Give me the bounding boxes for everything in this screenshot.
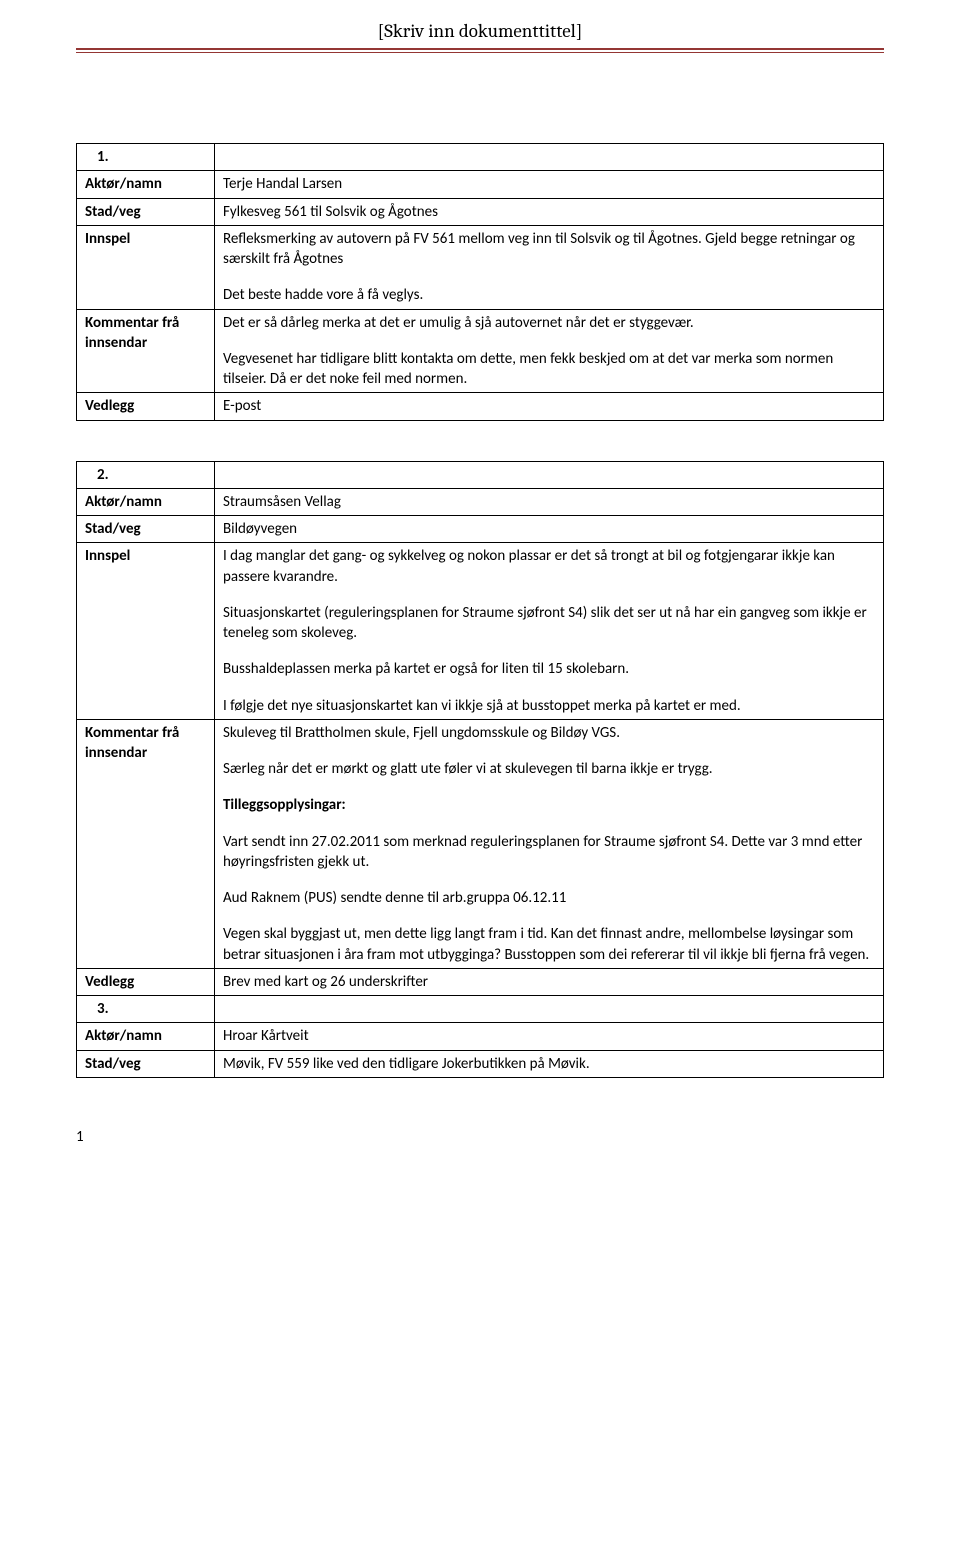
table-row: InnspelRefleksmerking av autovern på FV … <box>77 225 884 309</box>
row-label: Aktør/namn <box>77 488 215 515</box>
entry-table: 2.Aktør/namnStraumsåsen VellagStad/vegBi… <box>76 461 884 1078</box>
entry-table: 1.Aktør/namn Terje Handal Larsen Stad/veg F… <box>76 143 884 421</box>
empty-cell <box>215 144 884 171</box>
row-content: E-post <box>215 393 884 420</box>
row-content: Bildøyvegen <box>215 516 884 543</box>
text-paragraph: Hroar Kårtveit <box>223 1026 875 1046</box>
row-label: Kommentar frå innsendar <box>77 309 215 393</box>
table-row: Aktør/namn Terje Handal Larsen <box>77 171 884 198</box>
text-paragraph: Vegvesenet har tidligare blitt kontakta … <box>223 349 875 390</box>
text-paragraph: Tilleggsopplysingar: <box>223 795 875 815</box>
document-header: [Skriv inn dokumenttittel] <box>76 20 884 48</box>
table-row: InnspelI dag manglar det gang- og sykkel… <box>77 543 884 720</box>
page-number: 1 <box>76 1128 884 1146</box>
text-paragraph: I følgje det nye situasjonskartet kan vi… <box>223 696 875 716</box>
row-label: Stad/veg <box>77 1050 215 1077</box>
text-paragraph: Straumsåsen Vellag <box>223 492 875 512</box>
table-row: Kommentar frå innsendar Det er så dårleg … <box>77 309 884 393</box>
row-content: I dag manglar det gang- og sykkelveg og … <box>215 543 884 720</box>
row-content: Refleksmerking av autovern på FV 561 mel… <box>215 225 884 309</box>
text-paragraph: Det beste hadde vore å få veglys. <box>223 285 875 305</box>
row-label: Aktør/namn <box>77 171 215 198</box>
header-rule-thin <box>76 52 884 53</box>
row-label: Innspel <box>77 225 215 309</box>
row-label: Vedlegg <box>77 968 215 995</box>
text-paragraph: Bildøyvegen <box>223 519 875 539</box>
text-paragraph: Fylkesveg 561 til Solsvik og Ågotnes <box>223 202 875 222</box>
text-paragraph: Skuleveg til Brattholmen skule, Fjell un… <box>223 723 875 743</box>
text-paragraph: Busshaldeplassen merka på kartet er også… <box>223 659 875 679</box>
table-row: Stad/veg Fylkesveg 561 til Solsvik og Ågo… <box>77 198 884 225</box>
text-paragraph: Vart sendt inn 27.02.2011 som merknad re… <box>223 832 875 873</box>
table-row: Kommentar frå innsendar Skuleveg til Brat… <box>77 719 884 968</box>
text-paragraph: E-post <box>223 396 875 416</box>
row-content: Terje Handal Larsen <box>215 171 884 198</box>
entry-index: 1. <box>77 144 215 171</box>
text-paragraph: I dag manglar det gang- og sykkelveg og … <box>223 546 875 587</box>
text-paragraph: Brev med kart og 26 underskrifter <box>223 972 875 992</box>
table-heading-row: 3. <box>77 996 884 1023</box>
table-row: Vedlegg E-post <box>77 393 884 420</box>
content-area: 1.Aktør/namnTerje Handal LarsenStad/vegF… <box>76 143 884 1078</box>
table-row: Aktør/namn Hroar Kårtveit <box>77 1023 884 1050</box>
table-row: Aktør/namn Straumsåsen Vellag <box>77 488 884 515</box>
text-paragraph: Møvik, FV 559 like ved den tidligare Jok… <box>223 1054 875 1074</box>
row-label: Stad/veg <box>77 516 215 543</box>
entry-index: 2. <box>77 461 215 488</box>
row-content: Straumsåsen Vellag <box>215 488 884 515</box>
text-paragraph: Det er så dårleg merka at det er umulig … <box>223 313 875 333</box>
empty-cell <box>215 996 884 1023</box>
empty-cell <box>215 461 884 488</box>
header-rule-thick <box>76 48 884 50</box>
row-label: Stad/veg <box>77 198 215 225</box>
row-content: Brev med kart og 26 underskrifter <box>215 968 884 995</box>
text-paragraph: Vegen skal byggjast ut, men dette ligg l… <box>223 924 875 965</box>
table-row: Stad/veg Møvik, FV 559 like ved den tidli… <box>77 1050 884 1077</box>
text-paragraph: Situasjonskartet (reguleringsplanen for … <box>223 603 875 644</box>
text-paragraph: Aud Raknem (PUS) sendte denne til arb.gr… <box>223 888 875 908</box>
row-label: Kommentar frå innsendar <box>77 719 215 968</box>
row-label: Vedlegg <box>77 393 215 420</box>
row-content: Hroar Kårtveit <box>215 1023 884 1050</box>
table-row: Vedlegg Brev med kart og 26 underskrifter <box>77 968 884 995</box>
text-paragraph: Terje Handal Larsen <box>223 174 875 194</box>
text-paragraph: Særleg når det er mørkt og glatt ute føl… <box>223 759 875 779</box>
row-content: Skuleveg til Brattholmen skule, Fjell un… <box>215 719 884 968</box>
table-heading-row: 1. <box>77 144 884 171</box>
document-title-placeholder: [Skriv inn dokumenttittel] <box>378 20 583 42</box>
text-paragraph: Refleksmerking av autovern på FV 561 mel… <box>223 229 875 270</box>
entry-index: 3. <box>77 996 215 1023</box>
row-content: Det er så dårleg merka at det er umulig … <box>215 309 884 393</box>
row-content: Fylkesveg 561 til Solsvik og Ågotnes <box>215 198 884 225</box>
row-label: Aktør/namn <box>77 1023 215 1050</box>
table-row: Stad/veg Bildøyvegen <box>77 516 884 543</box>
row-label: Innspel <box>77 543 215 720</box>
row-content: Møvik, FV 559 like ved den tidligare Jok… <box>215 1050 884 1077</box>
table-heading-row: 2. <box>77 461 884 488</box>
